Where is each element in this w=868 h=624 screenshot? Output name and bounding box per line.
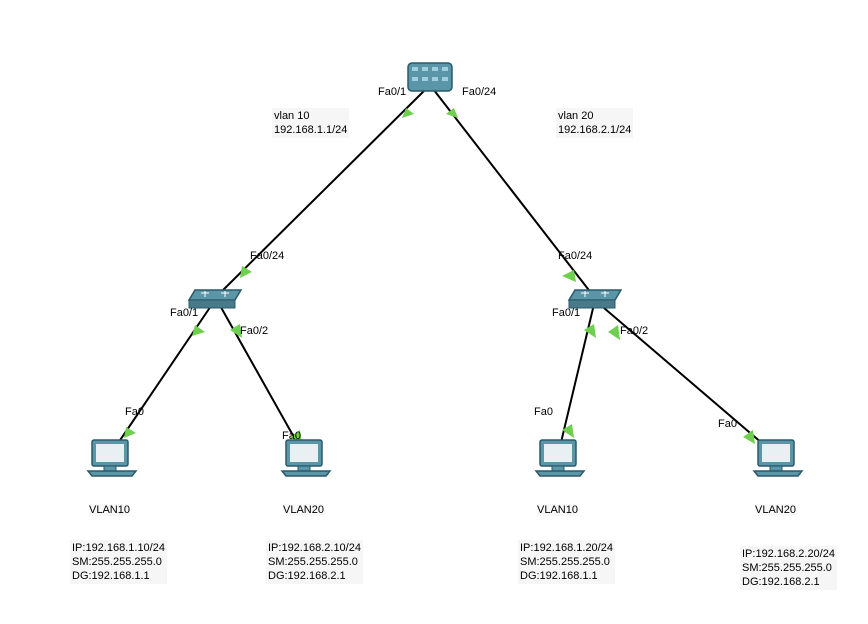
links [110, 85, 776, 455]
pc1-info: IP:192.168.1.10/24 SM:255.255.255.0 DG:1… [70, 540, 167, 584]
pc4-label: VLAN20 [755, 504, 796, 516]
pc-vlan10-right[interactable] [536, 440, 584, 476]
pc2-label: VLAN20 [283, 504, 324, 516]
left-switch[interactable] [189, 290, 241, 308]
pc-vlan10-left[interactable] [88, 440, 136, 476]
core-switch[interactable] [408, 63, 452, 91]
pc1-label: VLAN10 [89, 504, 130, 516]
topology-canvas [0, 0, 868, 624]
port-swl-fa01: Fa0/1 [170, 307, 198, 319]
port-pc3-fa0: Fa0 [534, 406, 553, 418]
link-status-markers [124, 108, 755, 444]
pc2-info: IP:192.168.2.10/24 SM:255.255.255.0 DG:1… [266, 540, 363, 584]
vlan20-header-label: vlan 20 192.168.2.1/24 [556, 108, 633, 138]
port-core-fa024: Fa0/24 [462, 86, 496, 98]
port-core-fa01: Fa0/1 [378, 86, 406, 98]
pc-vlan20-left[interactable] [282, 440, 330, 476]
port-swl-fa024: Fa0/24 [250, 250, 284, 262]
port-pc2-fa0: Fa0 [282, 430, 301, 442]
port-pc1-fa0: Fa0 [125, 406, 144, 418]
port-swr-fa01: Fa0/1 [552, 307, 580, 319]
port-swl-fa02: Fa0/2 [240, 325, 268, 337]
port-swr-fa024: Fa0/24 [558, 250, 592, 262]
port-swr-fa02: Fa0/2 [620, 325, 648, 337]
pc3-label: VLAN10 [537, 504, 578, 516]
pc4-info: IP:192.168.2.20/24 SM:255.255.255.0 DG:1… [740, 546, 837, 590]
pc-vlan20-right[interactable] [754, 440, 802, 476]
pc3-info: IP:192.168.1.20/24 SM:255.255.255.0 DG:1… [518, 540, 615, 584]
port-pc4-fa0: Fa0 [718, 418, 737, 430]
vlan10-header-label: vlan 10 192.168.1.1/24 [272, 108, 349, 138]
right-switch[interactable] [569, 290, 621, 308]
